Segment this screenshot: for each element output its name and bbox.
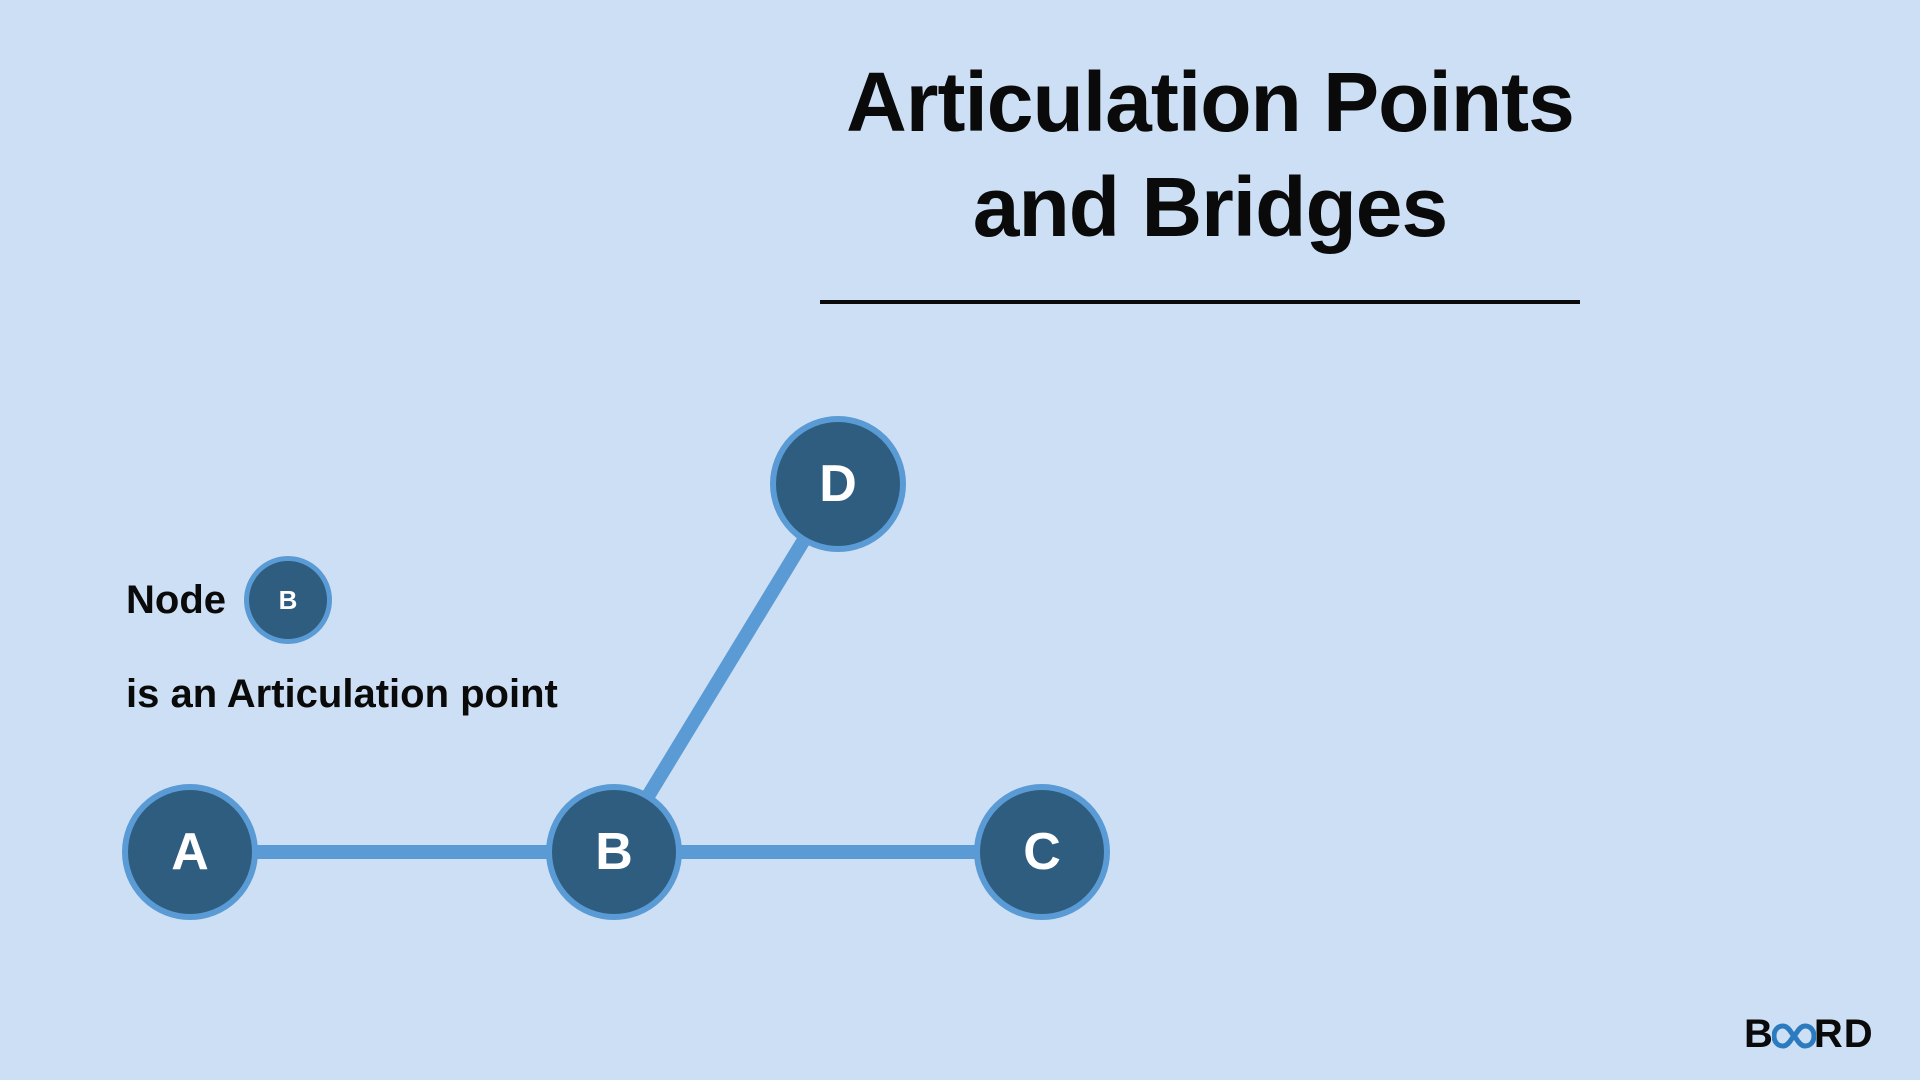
graph-node-c: C (974, 784, 1110, 920)
title-line-2: and Bridges (720, 155, 1700, 260)
page-title: Articulation Points and Bridges (720, 50, 1700, 260)
graph-node-d: D (770, 416, 906, 552)
caption-prefix: Node (126, 578, 226, 623)
graph-node-label: C (1023, 822, 1061, 882)
caption-node-badge: B (244, 556, 332, 644)
graph-node-label: A (171, 822, 209, 882)
caption-badge-label: B (279, 585, 298, 616)
caption-line-1: Node B (126, 556, 332, 644)
infinity-icon (1772, 1014, 1816, 1059)
graph-node-b: B (546, 784, 682, 920)
diagram-canvas: Articulation Points and Bridges Node B i… (0, 0, 1920, 1080)
brand-logo: B RD (1744, 1012, 1874, 1057)
logo-letter-b: B (1744, 1012, 1774, 1057)
graph-node-a: A (122, 784, 258, 920)
title-underline (820, 300, 1580, 304)
title-line-1: Articulation Points (720, 50, 1700, 155)
logo-letters-rd: RD (1814, 1012, 1874, 1057)
graph-node-label: D (819, 454, 857, 514)
graph-node-label: B (595, 822, 633, 882)
caption-line-2: is an Articulation point (126, 672, 558, 717)
